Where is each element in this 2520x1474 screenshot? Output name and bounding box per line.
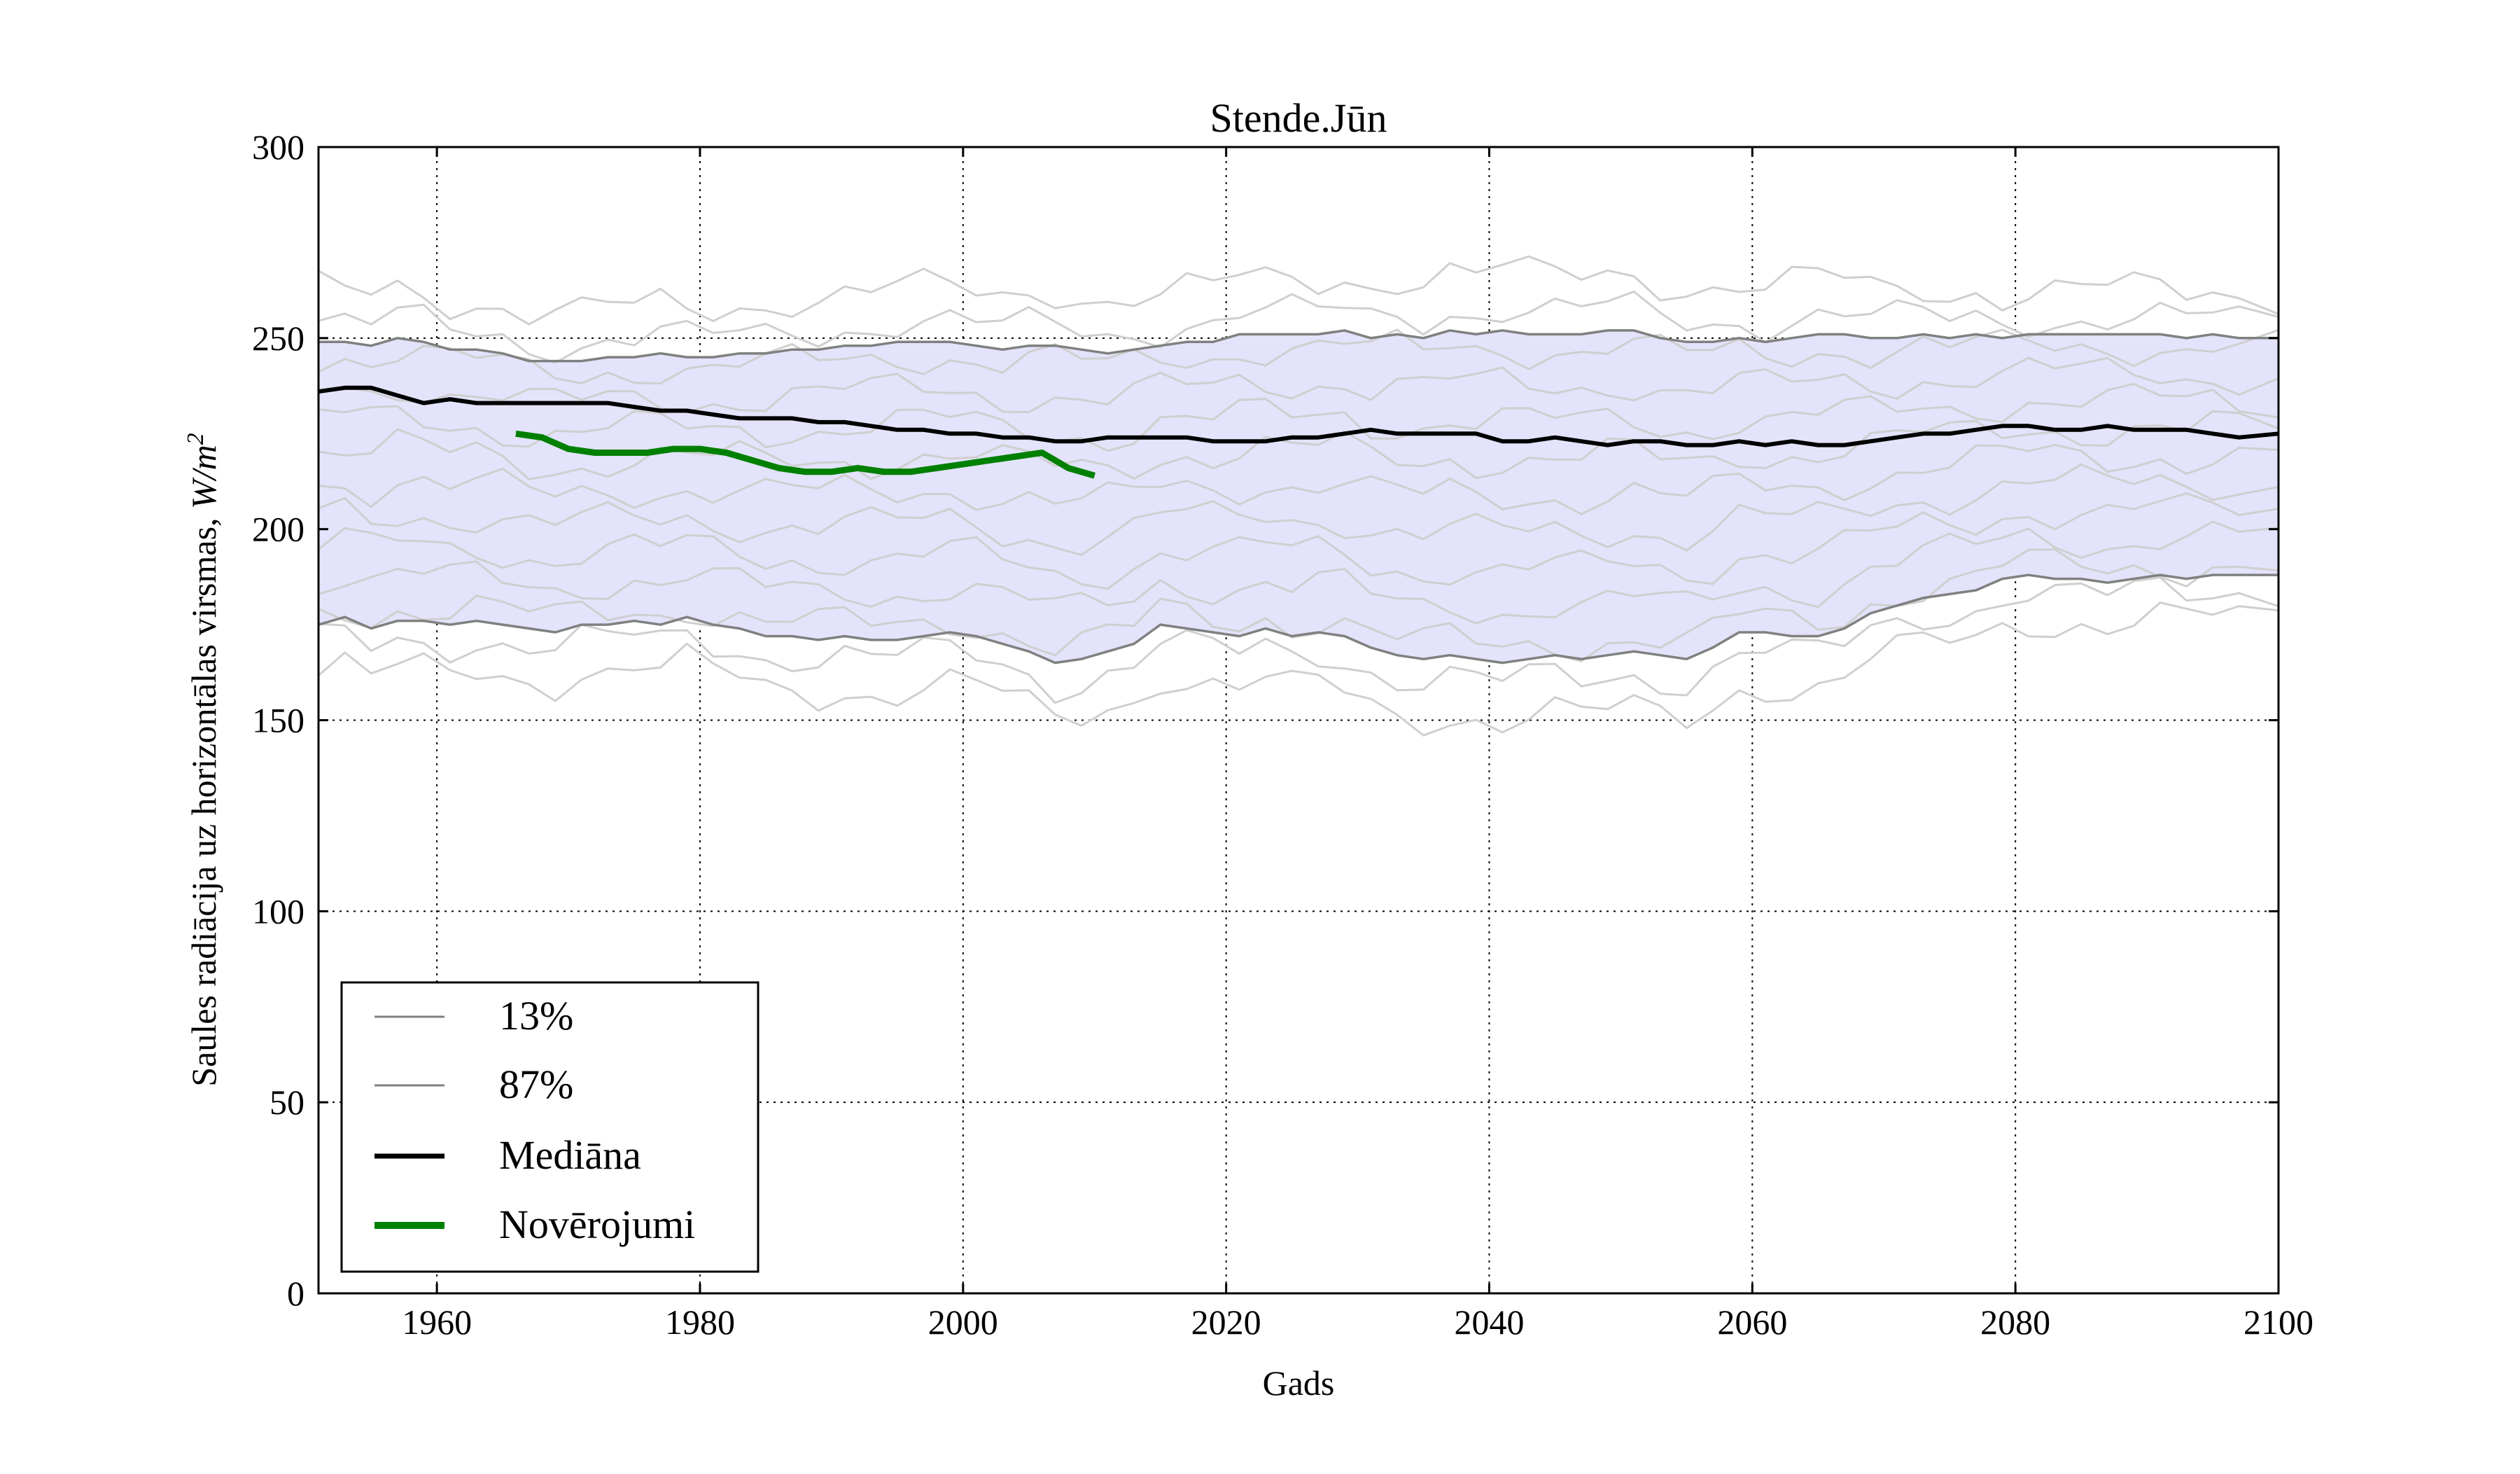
y-tick-label: 100 bbox=[252, 891, 304, 931]
y-tick-label: 250 bbox=[252, 319, 304, 358]
ensemble-line bbox=[318, 520, 2279, 625]
y-tick-label: 50 bbox=[270, 1083, 304, 1122]
x-tick-label: 1960 bbox=[402, 1302, 472, 1342]
ensemble-line bbox=[318, 492, 2279, 590]
x-tick-label: 2020 bbox=[1191, 1302, 1261, 1342]
y-tick-label: 0 bbox=[287, 1274, 304, 1313]
y-tick-label: 300 bbox=[252, 127, 304, 167]
x-tick-label: 2100 bbox=[2244, 1302, 2314, 1342]
series-line-observations bbox=[515, 430, 1096, 479]
y-axis-label-unit: W/m bbox=[184, 445, 223, 509]
series-line-median bbox=[318, 385, 2279, 447]
ensemble-line bbox=[318, 576, 2279, 704]
ensemble-line bbox=[318, 255, 2279, 326]
series-line-13 bbox=[318, 573, 2278, 665]
y-tick-label: 200 bbox=[252, 510, 304, 549]
y-axis-label-exponent: 2 bbox=[183, 433, 209, 445]
ensemble-line bbox=[318, 290, 2279, 364]
ensemble-layer bbox=[318, 255, 2279, 737]
legend-label-median: Mediāna bbox=[499, 1132, 641, 1178]
x-tick-label: 2060 bbox=[1717, 1302, 1787, 1342]
x-axis-label: Gads bbox=[1263, 1363, 1335, 1403]
ensemble-line bbox=[318, 382, 2279, 452]
x-tick-label: 2000 bbox=[928, 1302, 998, 1342]
y-axis-label-text: Saules radiācija uz horizontālas virsmas… bbox=[184, 509, 223, 1087]
x-tick-label: 1980 bbox=[665, 1302, 735, 1342]
chart-title: Stende.Jūn bbox=[1210, 95, 1387, 141]
legend: 13% 87% Mediāna Novērojumi bbox=[340, 981, 760, 1273]
ensemble-line bbox=[318, 410, 2279, 481]
legend-label-13: 13% bbox=[499, 993, 573, 1038]
x-tick-label: 2080 bbox=[1980, 1302, 2050, 1342]
series-line-87 bbox=[318, 329, 2278, 363]
ensemble-line bbox=[318, 463, 2279, 557]
legend-label-observations: Novērojumi bbox=[499, 1202, 695, 1247]
y-tick-label: 150 bbox=[252, 701, 304, 740]
tick-layer: 1960 1980 2000 2020 2040 2060 2080 2100 0 50 100 15… bbox=[252, 127, 2314, 1342]
ensemble-line bbox=[318, 443, 2279, 515]
ensemble-line bbox=[318, 601, 2279, 737]
series-layer bbox=[318, 329, 2279, 665]
ensemble-line bbox=[318, 356, 2279, 414]
x-tick-label: 2040 bbox=[1454, 1302, 1524, 1342]
legend-label-87: 87% bbox=[499, 1062, 573, 1107]
ensemble-line bbox=[318, 328, 2279, 385]
y-axis-label: Saules radiācija uz horizontālas virsmas… bbox=[183, 433, 223, 1086]
